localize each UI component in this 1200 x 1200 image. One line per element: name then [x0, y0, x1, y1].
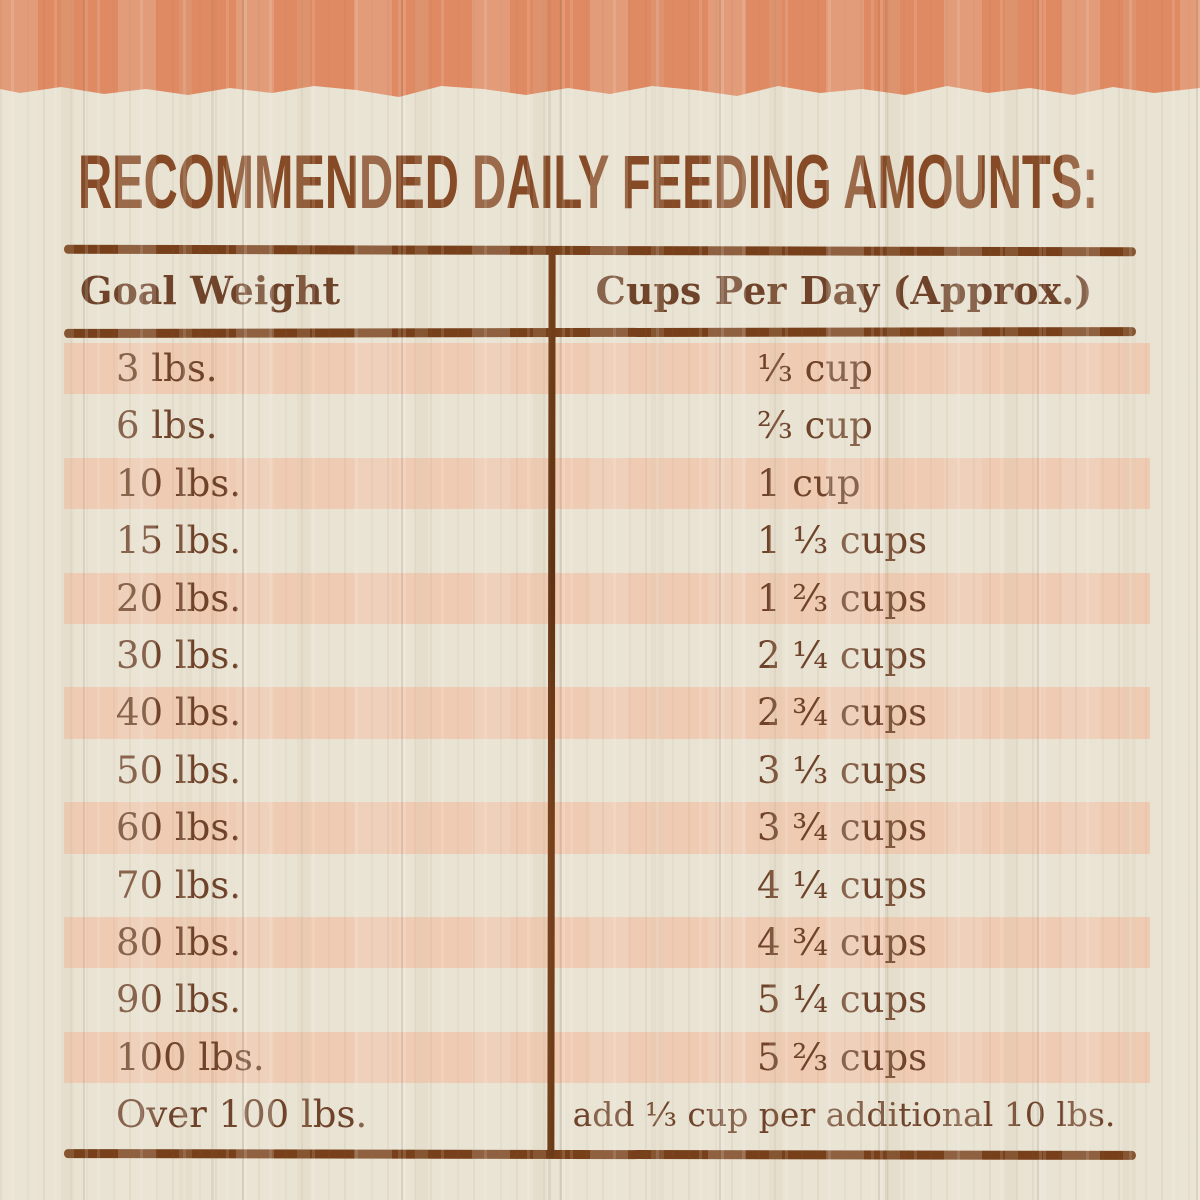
- table-bottom-border: [63, 1149, 1137, 1160]
- table-row: 3 lbs. ¹⁄₃ cup: [64, 340, 1150, 397]
- cups-cell: ²⁄₃ cup: [757, 404, 873, 448]
- column-divider: [547, 249, 556, 1159]
- goal-weight-cell: 100 lbs.: [116, 1035, 265, 1079]
- cups-cell: 1 cup: [757, 461, 861, 505]
- goal-weight-cell: 10 lbs.: [116, 461, 242, 505]
- cups-cell: 5 ²⁄₃ cups: [757, 1035, 928, 1079]
- cups-cell: 3 ¹⁄₃ cups: [757, 748, 928, 792]
- goal-weight-cell: 80 lbs.: [116, 920, 242, 964]
- table-row: 60 lbs. 3 ³⁄₄ cups: [64, 799, 1150, 856]
- goal-weight-cell: 60 lbs.: [116, 806, 242, 850]
- cups-cell: 2 ¹⁄₄ cups: [757, 633, 928, 677]
- goal-weight-cell: 6 lbs.: [116, 404, 218, 448]
- table-row: 90 lbs. 5 ¹⁄₄ cups: [64, 971, 1140, 1028]
- cups-cell: 5 ¹⁄₄ cups: [757, 978, 928, 1022]
- goal-weight-cell: 70 lbs.: [116, 863, 242, 907]
- table-row: 15 lbs. 1 ¹⁄₃ cups: [64, 512, 1140, 569]
- table-row: 10 lbs. 1 cup: [64, 455, 1150, 512]
- column-header-goal-weight: Goal Weight: [80, 268, 341, 313]
- goal-weight-cell: 50 lbs.: [116, 748, 242, 792]
- table-row: 30 lbs. 2 ¹⁄₄ cups: [64, 627, 1140, 684]
- title-block: RECOMMENDED DAILY FEEDING AMOUNTS:: [78, 142, 1098, 225]
- cups-cell: 1 ²⁄₃ cups: [757, 576, 928, 620]
- goal-weight-cell: 30 lbs.: [116, 633, 242, 677]
- table-row: 80 lbs. 4 ³⁄₄ cups: [64, 914, 1150, 971]
- goal-weight-cell: 15 lbs.: [116, 519, 242, 563]
- table-row: Over 100 lbs. add ¹⁄₃ cup per additional…: [64, 1086, 1140, 1143]
- goal-weight-cell: 40 lbs.: [116, 691, 242, 735]
- table-row: 20 lbs. 1 ²⁄₃ cups: [64, 570, 1150, 627]
- table-row: 40 lbs. 2 ³⁄₄ cups: [64, 684, 1150, 741]
- cups-cell: ¹⁄₃ cup: [757, 347, 873, 390]
- table-header-row: Goal Weight Cups Per Day (Approx.): [64, 253, 1140, 329]
- page-title: RECOMMENDED DAILY FEEDING AMOUNTS:: [78, 142, 1098, 225]
- goal-weight-cell: 20 lbs.: [116, 576, 242, 620]
- cups-cell: 1 ¹⁄₃ cups: [757, 519, 928, 563]
- goal-weight-cell: 90 lbs.: [116, 978, 242, 1022]
- column-header-cups-per-day: Cups Per Day (Approx.): [595, 268, 1093, 313]
- goal-weight-cell: 3 lbs.: [116, 347, 218, 390]
- header-underline: [63, 327, 1137, 338]
- table-row: 6 lbs. ²⁄₃ cup: [64, 397, 1140, 454]
- cups-cell: 3 ³⁄₄ cups: [757, 806, 928, 850]
- feeding-table-body: 3 lbs. ¹⁄₃ cup 6 lbs. ²⁄₃ cup 10 lbs. 1 …: [64, 340, 1150, 1143]
- cups-cell: 4 ¹⁄₄ cups: [757, 863, 928, 907]
- top-paint-band: [0, 0, 1200, 97]
- table-row: 50 lbs. 3 ¹⁄₃ cups: [64, 742, 1140, 799]
- goal-weight-cell: Over 100 lbs.: [116, 1093, 368, 1137]
- table-row: 100 lbs. 5 ²⁄₃ cups: [64, 1029, 1150, 1086]
- cups-cell: 4 ³⁄₄ cups: [757, 920, 928, 964]
- table-row: 70 lbs. 4 ¹⁄₄ cups: [64, 857, 1140, 914]
- cups-cell: 2 ³⁄₄ cups: [757, 691, 928, 735]
- cups-cell: add ¹⁄₃ cup per additional 10 lbs.: [572, 1095, 1116, 1135]
